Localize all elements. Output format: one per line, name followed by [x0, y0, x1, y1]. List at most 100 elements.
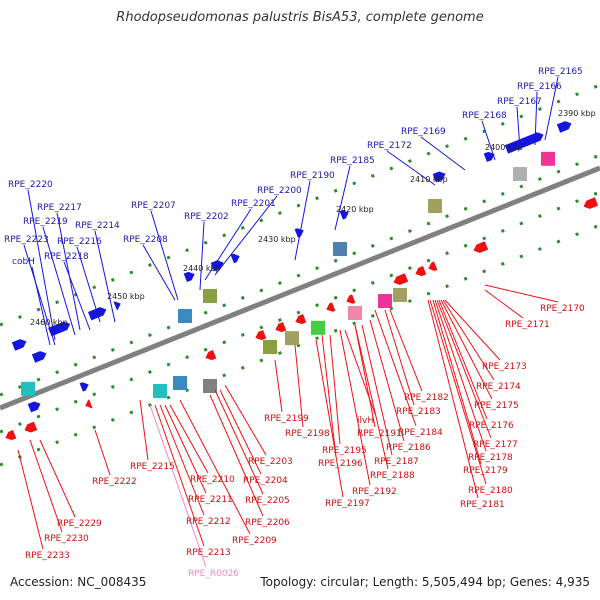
leader-line: [29, 439, 63, 533]
gene-label-top: RPE_2214: [75, 221, 120, 231]
leader-line: [427, 299, 479, 499]
gene-label-top: RPE_2169: [401, 127, 446, 137]
reverse-gene-1: [24, 421, 38, 433]
gene-label-bottom: RPE_2183: [396, 407, 441, 417]
leader-line: [154, 404, 205, 547]
feature-block-10: [393, 288, 407, 302]
leader-line: [484, 284, 559, 303]
gene-label-bottom: RPE_R0026: [188, 569, 239, 579]
reverse-gene-9: [393, 273, 409, 285]
leader-line: [94, 429, 111, 476]
gene-label-bottom: RPE_2213: [186, 548, 231, 558]
leader-line: [369, 319, 405, 442]
leader-line: [344, 329, 376, 415]
leader-line: [484, 289, 524, 319]
gene-label-bottom: RPE_2206: [245, 518, 290, 528]
feature-block-15: [203, 379, 217, 393]
leader-line: [315, 339, 344, 498]
gene-label-bottom: RPE_2174: [476, 382, 521, 392]
genome-summary-text: Topology: circular; Length: 5,505,494 bp…: [260, 575, 590, 589]
gene-label-bottom: RPE_2195: [322, 446, 367, 456]
gene-label-bottom: RPE_2209: [232, 536, 277, 546]
leader-line: [139, 399, 149, 461]
leader-line: [442, 299, 495, 381]
leader-line: [339, 329, 371, 486]
leader-line: [384, 309, 415, 406]
gene-label-bottom: RPE_2196: [318, 459, 363, 469]
forward-gene-8: [294, 228, 304, 238]
leader-line: [76, 246, 101, 323]
accession-text: Accession: NC_008435: [10, 575, 147, 589]
forward-gene-14: [79, 382, 89, 392]
gene-label-bottom: RPE_2215: [130, 462, 175, 472]
forward-gene-12: [504, 132, 544, 154]
feature-block-3: [333, 242, 347, 256]
forward-gene-7: [230, 253, 240, 264]
scale-tick-label: 2400 kbp: [485, 143, 523, 152]
gene-label-bottom: RPE_2176: [469, 421, 514, 431]
leader-line: [354, 324, 376, 428]
gene-label-top: RPE_2167: [497, 97, 542, 107]
leader-line: [149, 404, 207, 568]
feature-block-7: [285, 331, 299, 346]
gene-label-bottom: RPE_2179: [463, 466, 508, 476]
leader-line: [481, 120, 496, 161]
leader-line: [204, 208, 252, 281]
feature-tracks: [0, 83, 600, 467]
gene-label-bottom: RPE_2178: [468, 453, 513, 463]
gene-label-bottom: RPE_2229: [57, 519, 102, 529]
gene-label-top: RPE_2223: [4, 235, 49, 245]
reverse-gene-3: [205, 349, 217, 361]
gene-label-top: RPE_2185: [330, 156, 375, 166]
gene-label-top: RPE_2168: [462, 111, 507, 121]
leader-line: [440, 299, 493, 400]
feature-block-6: [263, 340, 277, 354]
reverse-gene-12: [473, 241, 489, 253]
leader-line: [23, 244, 56, 346]
scale-tick-label: 2440 kbp: [183, 264, 221, 273]
leader-line: [432, 299, 482, 465]
scale-tick-label: 2430 kbp: [258, 235, 296, 244]
gene-label-top: RPE_2165: [538, 67, 583, 77]
leader-line: [420, 136, 466, 171]
gene-label-bottom: RPE_2171: [505, 320, 550, 330]
feature-block-9: [348, 306, 362, 320]
gene-label-bottom: ilvH: [357, 416, 374, 426]
gene-label-top: RPE_2201: [231, 199, 276, 209]
gene-label-top: RPE_2172: [367, 141, 412, 151]
gene-label-bottom: RPE_2198: [285, 429, 330, 439]
feature-block-5: [541, 151, 555, 166]
gene-label-bottom: RPE_2205: [245, 496, 290, 506]
leader-line: [169, 404, 209, 474]
feature-block-1: [178, 309, 192, 323]
gene-label-bottom: RPE_2203: [248, 457, 293, 467]
leader-line: [444, 299, 501, 361]
gene-label-bottom: RPE_2175: [474, 401, 519, 411]
leader-line: [386, 150, 436, 186]
leader-line: [389, 309, 423, 392]
forward-gene-13: [27, 401, 41, 413]
scale-tick-label: 2420 kbp: [336, 205, 374, 214]
reverse-gene-13: [583, 197, 599, 209]
gene-label-bottom: RPE_2173: [482, 362, 527, 372]
gene-label-bottom: RPE_2191: [357, 429, 402, 439]
leader-line: [374, 309, 417, 427]
scale-tick-label: 2410 kbp: [410, 175, 448, 184]
forward-gene-4: [31, 351, 47, 363]
leader-line: [224, 384, 267, 456]
feature-block-8: [311, 320, 325, 335]
gene-label-bottom: RPE_2197: [325, 499, 370, 509]
genome-backbone: [0, 165, 600, 411]
gene-label-bottom: RPE_2177: [473, 440, 518, 450]
feature-block-4: [513, 167, 527, 181]
gene-label-bottom: RPE_2233: [25, 551, 70, 561]
leader-line: [334, 165, 351, 231]
leader-line: [429, 299, 487, 485]
gene-label-top: RPE_2208: [123, 235, 168, 245]
reverse-gene-2: [85, 399, 93, 409]
leader-line: [434, 299, 487, 452]
forward-gene-11: [483, 151, 495, 163]
forward-gene-2: [87, 307, 107, 321]
leader-line: [150, 210, 179, 301]
leader-line: [438, 299, 488, 420]
